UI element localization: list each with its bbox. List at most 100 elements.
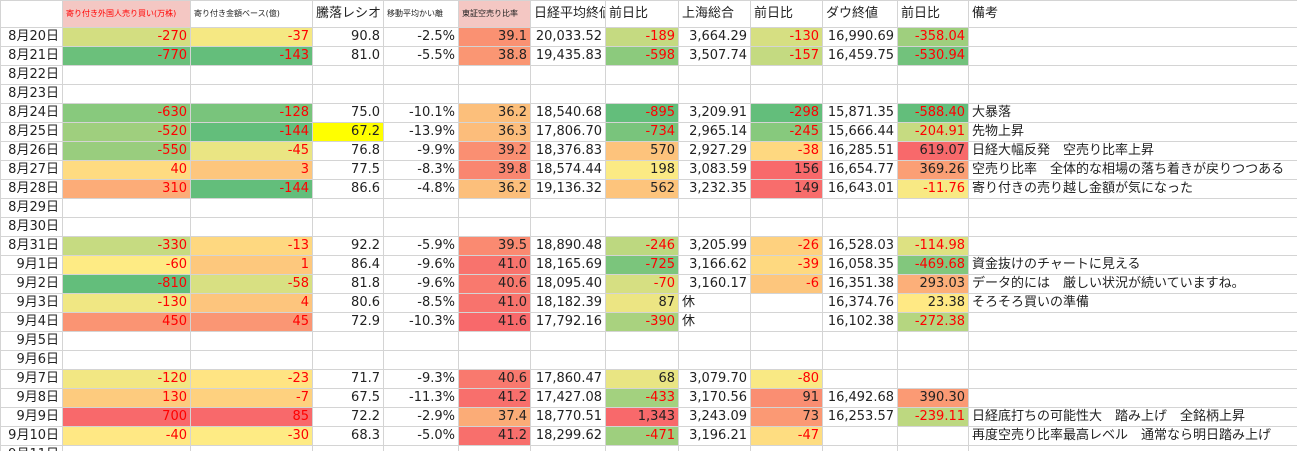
cell: 39.8 [458,160,531,180]
cell [897,445,969,451]
cell [605,65,679,85]
cell [458,198,531,218]
cell: 130 [62,388,191,408]
cell: 92.2 [312,236,384,256]
cell [190,350,313,370]
cell [62,445,191,451]
column-header: 移動平均かい離 [383,0,459,28]
cell [897,331,969,351]
cell [897,426,969,446]
cell [383,198,459,218]
column-header: 日経平均終値 [530,0,606,28]
cell [678,84,751,104]
cell [822,426,898,446]
cell: 67.2 [312,122,384,142]
cell: -5.9% [383,236,459,256]
cell [530,198,606,218]
cell: 77.5 [312,160,384,180]
cell [190,331,313,351]
data-row: 9月9日 700 85 72.2 -2.9% 37.4 18,770.51 1,343 3,24… [0,407,1297,427]
cell [750,198,823,218]
cell: -37 [190,27,313,47]
date-cell: 9月10日 [0,426,63,446]
cell: 81.8 [312,274,384,294]
cell [822,369,898,389]
cell: -11.76 [897,179,969,199]
cell: -60 [62,255,191,275]
cell: -30 [190,426,313,446]
date-cell: 8月26日 [0,141,63,161]
cell: 41.2 [458,426,531,446]
cell: 3,083.59 [678,160,751,180]
cell [750,65,823,85]
cell: -8.3% [383,160,459,180]
column-header: 寄り付き外国人売り買い(万株) [62,0,191,28]
column-header: 東証空売り比率 [458,0,531,28]
cell [678,198,751,218]
cell: 18,770.51 [530,407,606,427]
cell [897,65,969,85]
cell [968,312,1297,332]
cell: -433 [605,388,679,408]
cell: 2,927.29 [678,141,751,161]
cell [312,331,384,351]
cell: 40.6 [458,274,531,294]
cell [678,331,751,351]
date-cell: 8月24日 [0,103,63,123]
column-header: ダウ終値 [822,0,898,28]
cell: -40 [62,426,191,446]
column-header: 騰落レシオ [312,0,384,28]
cell: 700 [62,407,191,427]
cell [190,445,313,451]
cell: -13.9% [383,122,459,142]
cell: -9.9% [383,141,459,161]
cell: -9.3% [383,369,459,389]
cell: -810 [62,274,191,294]
cell [190,198,313,218]
data-row: 8月30日 [0,217,1297,237]
cell: 3,232.35 [678,179,751,199]
cell: 再度空売り比率最高レベル 通常なら明日踏み上げ [968,426,1297,446]
data-row: 9月5日 [0,331,1297,351]
cell [968,65,1297,85]
cell: 76.8 [312,141,384,161]
data-row: 8月25日 -520 -144 67.2 -13.9% 36.3 17,806.70 -734… [0,122,1297,142]
cell: 16,492.68 [822,388,898,408]
data-row: 9月10日 -40 -30 68.3 -5.0% 41.2 18,299.62 -471 3,1… [0,426,1297,446]
cell [822,198,898,218]
cell: -204.91 [897,122,969,142]
cell: -45 [190,141,313,161]
cell: -895 [605,103,679,123]
cell [678,65,751,85]
cell: 16,990.69 [822,27,898,47]
cell: 15,666.44 [822,122,898,142]
column-header: 前日比 [605,0,679,28]
date-cell: 9月6日 [0,350,63,370]
cell [383,65,459,85]
cell [530,445,606,451]
cell: 3,170.56 [678,388,751,408]
cell [968,46,1297,66]
cell: -10.1% [383,103,459,123]
cell [968,350,1297,370]
cell: 先物上昇 [968,122,1297,142]
cell [678,217,751,237]
cell: 16,058.35 [822,255,898,275]
cell: 16,285.51 [822,141,898,161]
data-row: 8月27日 40 3 77.5 -8.3% 39.8 18,574.44 198 3,083.5… [0,160,1297,180]
cell: -144 [190,122,313,142]
cell [383,84,459,104]
cell: 16,351.38 [822,274,898,294]
cell [458,350,531,370]
cell: -272.38 [897,312,969,332]
date-cell: 9月3日 [0,293,63,313]
cell [458,331,531,351]
cell [312,198,384,218]
date-cell: 9月5日 [0,331,63,351]
cell [968,198,1297,218]
cell: 3,166.62 [678,255,751,275]
date-cell: 8月27日 [0,160,63,180]
column-header: 寄り付き金額ベース(億) [190,0,313,28]
